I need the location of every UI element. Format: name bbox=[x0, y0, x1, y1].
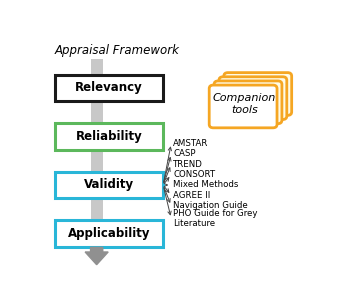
FancyBboxPatch shape bbox=[224, 73, 292, 115]
Text: Companion
tools: Companion tools bbox=[213, 93, 276, 115]
Text: Mixed Methods: Mixed Methods bbox=[173, 181, 238, 190]
Text: Navigation Guide: Navigation Guide bbox=[173, 201, 248, 210]
FancyBboxPatch shape bbox=[214, 81, 282, 124]
Bar bbox=[55, 220, 163, 247]
Bar bbox=[55, 75, 163, 101]
Text: Relevancy: Relevancy bbox=[75, 82, 143, 94]
Text: CONSORT: CONSORT bbox=[173, 170, 215, 179]
FancyBboxPatch shape bbox=[219, 77, 287, 119]
Text: Validity: Validity bbox=[84, 178, 134, 191]
Text: AMSTAR: AMSTAR bbox=[173, 139, 209, 148]
Bar bbox=[91, 59, 103, 247]
Bar bbox=[55, 172, 163, 198]
Text: Appraisal Framework: Appraisal Framework bbox=[55, 44, 180, 57]
Text: PHO Guide for Grey
Literature: PHO Guide for Grey Literature bbox=[173, 209, 258, 228]
Text: AGREE II: AGREE II bbox=[173, 191, 210, 200]
Text: Reliability: Reliability bbox=[76, 130, 142, 143]
Text: CASP: CASP bbox=[173, 149, 196, 158]
FancyBboxPatch shape bbox=[209, 85, 277, 128]
Text: Applicability: Applicability bbox=[68, 227, 150, 240]
FancyArrow shape bbox=[85, 248, 108, 265]
Text: TREND: TREND bbox=[173, 160, 203, 169]
Bar bbox=[55, 123, 163, 150]
